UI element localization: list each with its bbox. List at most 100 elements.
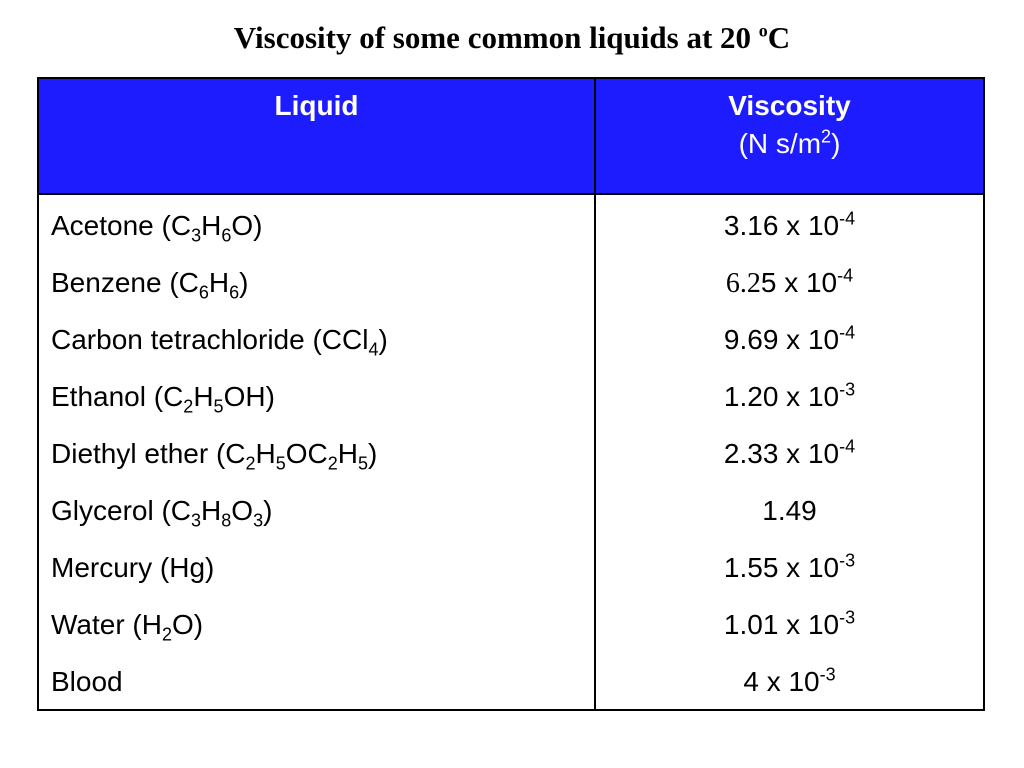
header-line: Viscosity	[596, 87, 983, 125]
table-cell: 2.33 x 10-4	[596, 425, 983, 482]
text-segment: Blood	[51, 666, 123, 697]
text-segment: -3	[839, 379, 856, 400]
table-cell: 1.01 x 10-3	[596, 596, 983, 653]
text-segment: 6.2	[725, 268, 761, 299]
table-row: Diethyl ether (C2H5OC2H5) 2.33 x 10-4	[39, 425, 983, 482]
text-segment: 2	[821, 126, 832, 147]
header-line: Liquid	[39, 87, 594, 125]
text-segment: -3	[819, 664, 836, 685]
text-segment: 1.55 x 10	[723, 552, 840, 583]
text-segment: O)	[231, 210, 263, 241]
text-segment: 6	[198, 282, 209, 303]
text-segment: 1.49	[762, 495, 817, 526]
table-row: Mercury (Hg) 1.55 x 10-3	[39, 539, 983, 596]
text-segment: H	[201, 495, 222, 526]
table-cell: Diethyl ether (C2H5OC2H5)	[51, 425, 377, 482]
table-cell: Blood	[51, 653, 123, 710]
text-segment: H	[208, 267, 230, 298]
text-segment: )	[378, 324, 388, 355]
header-line: (N s/m2)	[596, 125, 983, 163]
text-segment: 6	[221, 225, 232, 246]
text-segment: 4	[368, 339, 379, 360]
table-cell: Carbon tetrachloride (CCl4)	[51, 311, 388, 368]
text-segment: -4	[839, 208, 856, 229]
text-segment: 5	[358, 453, 369, 474]
text-segment: Water (H	[51, 609, 162, 640]
text-segment: O)	[171, 609, 204, 640]
text-segment: Glycerol (C	[51, 495, 192, 526]
text-segment: 4 x 10	[743, 666, 820, 697]
text-segment: )	[239, 267, 249, 298]
text-segment: Benzene (C	[51, 267, 199, 298]
table-cell: Mercury (Hg)	[51, 539, 214, 596]
table-cell: Acetone (C3H6O)	[51, 197, 262, 254]
table-row: Carbon tetrachloride (CCl4) 9.69 x 10-4	[39, 311, 983, 368]
table: Liquid Viscosity (N s/m2) Acetone (C3H6O) 3…	[37, 77, 985, 711]
table-row: Glycerol (C3H8O3) 1.49	[39, 482, 983, 539]
text-segment: OC	[285, 438, 328, 469]
text-segment: (N s/m	[738, 128, 822, 159]
text-segment: -4	[839, 322, 856, 343]
text-segment: -3	[839, 607, 856, 628]
text-segment: H	[337, 438, 359, 469]
text-segment: 2	[245, 453, 256, 474]
text-segment: C	[767, 20, 791, 55]
table-row: Blood 4 x 10-3	[39, 653, 983, 710]
text-segment: Diethyl ether (C	[51, 438, 246, 469]
text-segment: Viscosity of some common liquids at 20	[233, 20, 759, 55]
header-cell: Liquid	[39, 87, 594, 125]
table-row: Water (H2O) 1.01 x 10-3	[39, 596, 983, 653]
text-segment: Mercury (Hg)	[51, 552, 215, 583]
text-segment: -4	[839, 436, 856, 457]
text-segment: O	[231, 495, 254, 526]
text-segment: 2	[183, 396, 194, 417]
text-segment: -4	[837, 265, 854, 286]
text-segment: Ethanol (C	[51, 381, 184, 412]
text-segment: H	[255, 438, 276, 469]
text-segment: 1.20 x 10	[723, 381, 840, 412]
text-segment: 9.69 x 10	[723, 324, 840, 355]
table-row: Benzene (C6H6) 6.25 x 10-4	[39, 254, 983, 311]
table-cell: Benzene (C6H6)	[51, 254, 248, 311]
table-cell: 4 x 10-3	[596, 653, 983, 710]
table-cell: 1.49	[596, 482, 983, 539]
text-segment: 2	[327, 453, 338, 474]
text-segment: H	[193, 381, 214, 412]
text-segment: )	[831, 128, 841, 159]
column-divider	[594, 79, 596, 709]
text-segment: Acetone (C	[51, 210, 192, 241]
text-segment: 6	[229, 282, 240, 303]
table-cell: Glycerol (C3H8O3)	[51, 482, 272, 539]
header-cell: Viscosity (N s/m2)	[596, 87, 983, 163]
text-segment: Viscosity	[728, 90, 851, 121]
table-cell: Water (H2O)	[51, 596, 203, 653]
text-segment: 5 x 10	[760, 267, 838, 298]
text-segment: 3	[191, 510, 202, 531]
text-segment: 3	[191, 225, 202, 246]
table-cell: Ethanol (C2H5OH)	[51, 368, 275, 425]
text-segment: 1.01 x 10	[723, 609, 840, 640]
text-segment: )	[368, 438, 378, 469]
table-header: Liquid Viscosity (N s/m2)	[39, 79, 983, 195]
table-row: Acetone (C3H6O) 3.16 x 10-4	[39, 197, 983, 254]
text-segment: -3	[839, 550, 856, 571]
table-cell: 9.69 x 10-4	[596, 311, 983, 368]
table-cell: 6.25 x 10-4	[596, 254, 983, 312]
text-segment: 5	[275, 453, 286, 474]
text-segment: 8	[221, 510, 232, 531]
text-segment: 2	[161, 624, 172, 645]
table-cell: 1.20 x 10-3	[596, 368, 983, 425]
table-cell: 1.55 x 10-3	[596, 539, 983, 596]
text-segment: )	[263, 495, 273, 526]
text-segment: OH)	[223, 381, 275, 412]
text-segment: 5	[213, 396, 224, 417]
text-segment: 2.33 x 10	[723, 438, 840, 469]
text-segment: Carbon tetrachloride (CCl	[51, 324, 369, 355]
text-segment: o	[758, 20, 768, 41]
table-cell: 3.16 x 10-4	[596, 197, 983, 254]
table-row: Ethanol (C2H5OH) 1.20 x 10-3	[39, 368, 983, 425]
text-segment: Liquid	[274, 90, 359, 121]
text-segment: 3	[253, 510, 264, 531]
text-segment: 3.16 x 10	[723, 210, 840, 241]
